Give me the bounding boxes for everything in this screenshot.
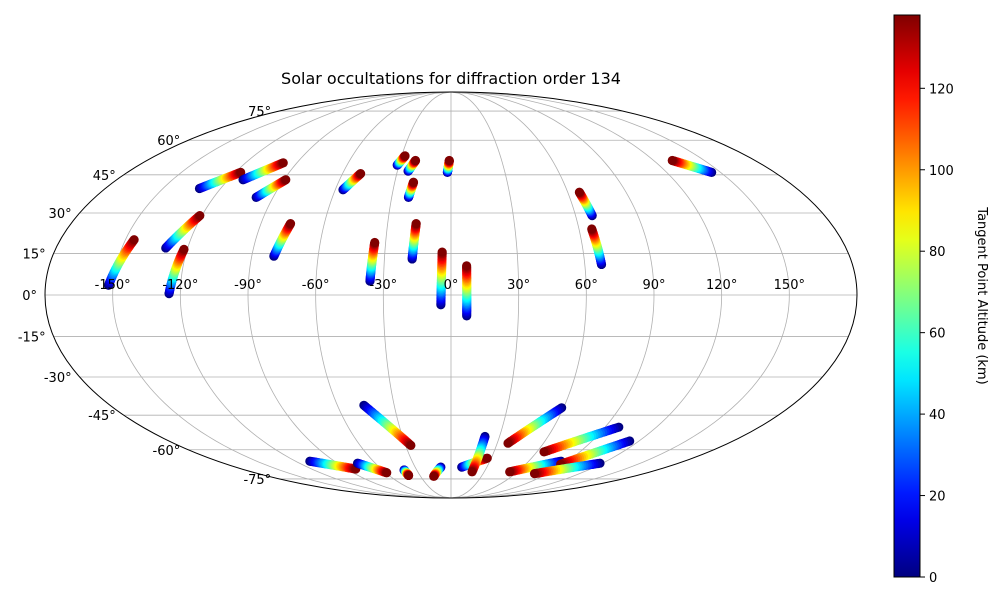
x-tick-label: -120° <box>162 278 198 293</box>
x-tick-label: -60° <box>302 278 330 293</box>
occultation-point <box>370 237 380 248</box>
y-tick-label: 30° <box>49 207 72 222</box>
occultation-point <box>195 211 205 221</box>
occultation-point <box>529 469 540 479</box>
occultation-point <box>482 453 492 463</box>
y-tick-label: 75° <box>248 105 271 120</box>
colorbar-ticks: 0 20 40 60 80 100 120 <box>920 82 954 586</box>
occultation-point <box>467 467 477 477</box>
y-tick-label: -75° <box>243 473 271 488</box>
occultation-point <box>539 447 549 457</box>
meridian-line <box>450 92 723 498</box>
y-tick-label: 60° <box>157 134 180 149</box>
occultation-point <box>437 247 447 257</box>
y-tick-label: 0° <box>22 289 37 304</box>
x-tick-label: 60° <box>575 278 598 293</box>
chart-title: Solar occultations for diffraction order… <box>281 69 621 88</box>
meridian-line <box>315 92 452 498</box>
x-tick-label: 150° <box>774 278 805 293</box>
colorbar-label: Tangent Point Altitude (km) <box>974 206 989 384</box>
occultation-point <box>462 261 472 271</box>
x-tick-label: -150° <box>95 278 131 293</box>
colorbar: 0 20 40 60 80 100 120 Tangent Point Altitude (… <box>893 14 989 586</box>
occultation-point <box>382 468 392 478</box>
y-tick-label: -15° <box>18 331 46 346</box>
occultation-point <box>406 440 416 451</box>
colorbar-tick-label: 20 <box>929 490 946 505</box>
colorbar-bar <box>893 14 921 578</box>
meridian-line <box>112 92 452 498</box>
occultation-point <box>404 470 414 481</box>
y-tick-label: -60° <box>153 444 181 459</box>
y-tick-label: 45° <box>93 169 116 184</box>
longitude-tick-labels: -150° -120° -90° -60° -30° 0° 30° 60° 90° 120° 150… <box>95 278 805 293</box>
globe-outline <box>44 91 858 499</box>
x-tick-label: 120° <box>706 278 737 293</box>
occultation-point <box>278 158 288 168</box>
occultation-points <box>103 151 717 481</box>
colorbar-tick-label: 40 <box>929 408 946 423</box>
meridian-line <box>450 92 520 498</box>
latitude-tick-labels: 75° 60° 45° 30° 15° 0° -15° -30° -45° -60° -75° <box>18 105 271 488</box>
occultation-point <box>281 175 291 185</box>
meridian-line <box>179 92 452 498</box>
meridian-line <box>247 92 452 498</box>
occultation-point <box>505 467 515 477</box>
x-tick-label: -30° <box>369 278 397 293</box>
y-tick-label: 15° <box>23 247 46 262</box>
x-tick-label: -90° <box>234 278 262 293</box>
graticule <box>45 92 857 498</box>
occultation-point <box>408 177 419 187</box>
occultation-point <box>410 155 421 166</box>
occultation-point <box>667 155 677 166</box>
occultation-point <box>429 471 439 481</box>
occultation-point <box>503 438 513 448</box>
occultation-point <box>129 235 139 245</box>
x-tick-label: 90° <box>642 278 665 293</box>
colorbar-tick-label: 100 <box>929 164 954 179</box>
meridian-line <box>382 92 452 498</box>
meridian-line <box>450 92 790 498</box>
colorbar-tick-label: 120 <box>929 82 954 97</box>
y-tick-label: -45° <box>88 409 116 424</box>
occultation-point <box>236 167 246 177</box>
occultation-point <box>587 224 597 234</box>
x-tick-label: 0° <box>444 278 459 293</box>
colorbar-tick-label: 80 <box>929 245 946 260</box>
occultation-point <box>400 151 410 161</box>
colorbar-tick-label: 60 <box>929 327 946 342</box>
occultation-point <box>179 244 189 254</box>
occultation-point <box>411 219 421 229</box>
occultation-point <box>444 155 454 166</box>
occultation-point <box>574 187 585 197</box>
y-tick-label: -30° <box>44 371 72 386</box>
occultation-point <box>356 169 366 179</box>
meridian-line <box>450 92 655 498</box>
x-tick-label: 30° <box>507 278 530 293</box>
meridian-line <box>450 92 587 498</box>
occultation-point <box>285 219 296 229</box>
colorbar-tick-label: 0 <box>929 571 937 586</box>
